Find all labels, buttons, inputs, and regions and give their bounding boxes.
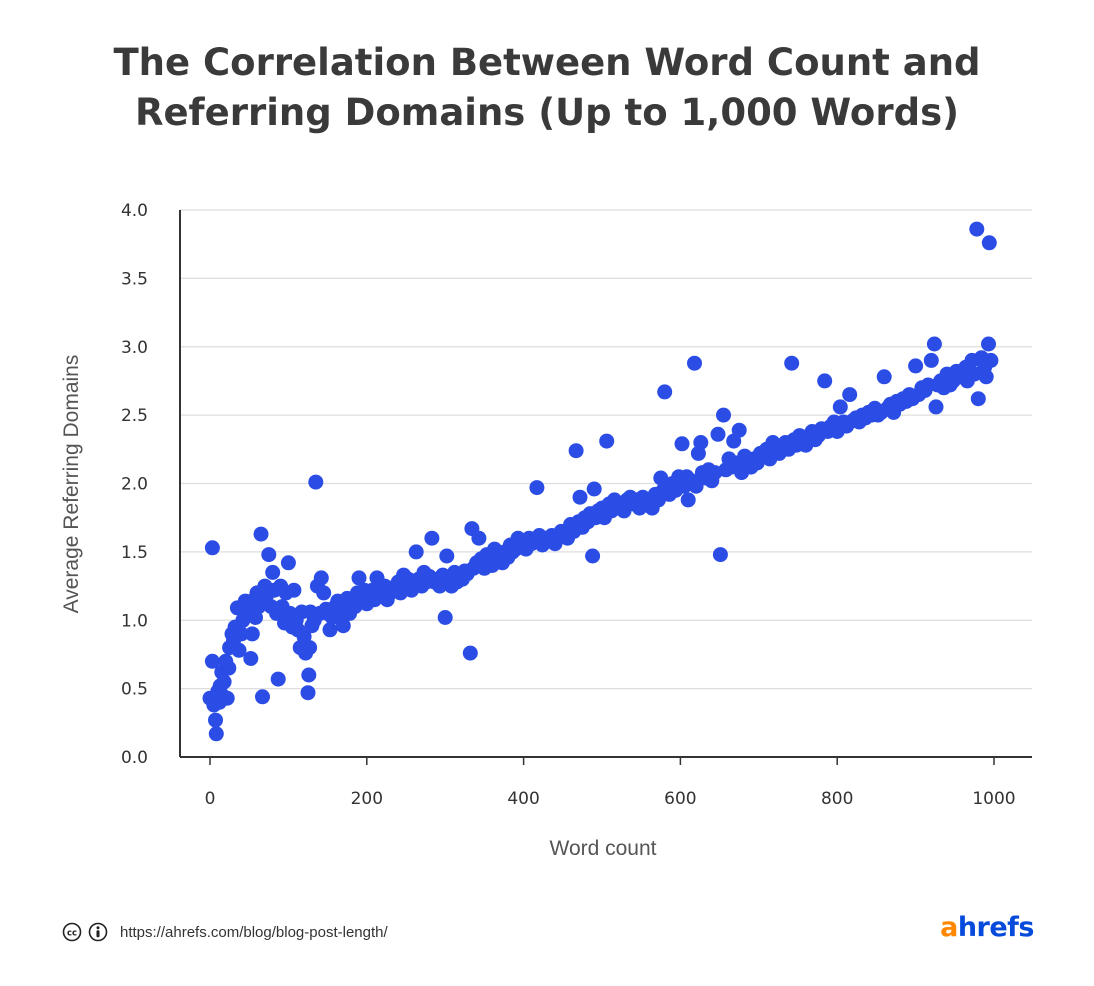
y-axis-ticks: 0.0 0.5 1.0 1.5 2.0 2.5 3.0 3.5 4.0 <box>121 201 148 768</box>
data-point <box>983 352 999 368</box>
y-tick-label: 2.5 <box>121 406 148 426</box>
data-point <box>817 373 833 389</box>
x-tick-label: 200 <box>351 789 383 809</box>
y-tick-label: 3.5 <box>121 269 148 289</box>
y-tick-label: 3.0 <box>121 338 148 358</box>
data-point <box>462 645 478 661</box>
data-point <box>693 435 709 450</box>
data-point <box>439 548 455 564</box>
data-point <box>351 570 367 586</box>
data-point <box>926 336 942 352</box>
data-point <box>876 369 892 385</box>
creative-commons-icon: cc <box>62 922 82 942</box>
data-point <box>219 690 235 706</box>
attribution-icon <box>88 922 108 942</box>
data-point <box>586 481 602 497</box>
x-tick-label: 0 <box>205 789 216 809</box>
x-axis-label: Word count <box>550 837 657 860</box>
data-point <box>322 622 338 638</box>
data-point <box>978 369 994 385</box>
data-point <box>437 610 453 625</box>
data-point <box>842 387 858 403</box>
data-point <box>981 336 996 352</box>
y-tick-label: 0.5 <box>121 680 148 700</box>
data-point <box>572 489 588 505</box>
y-axis-label: Average Referring Domains <box>60 355 83 614</box>
data-point <box>424 530 440 546</box>
footer: cc https://ahrefs.com/blog/blog-post-len… <box>62 918 388 946</box>
data-point <box>231 642 247 658</box>
data-point <box>255 689 270 705</box>
data-point <box>280 555 296 571</box>
data-point <box>308 474 324 490</box>
data-point <box>674 436 690 452</box>
data-point <box>923 352 939 368</box>
data-point <box>243 651 259 666</box>
y-tick-label: 1.5 <box>121 543 148 563</box>
data-point <box>251 599 267 615</box>
chart-title-line-2: Referring Domains (Up to 1,000 Words) <box>134 91 960 134</box>
data-point <box>716 407 731 423</box>
data-point <box>712 547 728 563</box>
x-tick-label: 1000 <box>972 789 1015 809</box>
data-point <box>585 548 601 564</box>
data-point <box>244 626 260 642</box>
data-point <box>265 564 281 580</box>
data-point <box>270 671 286 687</box>
x-axis-ticks: 0 200 400 600 800 1000 <box>205 757 1016 809</box>
y-tick-label: 1.0 <box>121 611 148 631</box>
data-point <box>233 626 249 642</box>
data-point <box>731 422 747 438</box>
data-point <box>286 582 302 598</box>
y-tick-label: 0.0 <box>121 748 148 768</box>
data-point <box>313 570 329 586</box>
data-point <box>969 221 985 237</box>
chart-title: The Correlation Between Word Count and R… <box>0 38 1094 138</box>
data-point <box>216 674 232 690</box>
data-point <box>568 443 584 459</box>
x-tick-label: 800 <box>821 789 853 809</box>
data-point <box>471 530 487 546</box>
ahrefs-logo[interactable]: ahrefs <box>940 912 1034 943</box>
data-point <box>680 492 696 508</box>
data-point <box>204 540 220 556</box>
data-point <box>208 712 223 728</box>
logo-rest: hrefs <box>957 912 1035 943</box>
data-point <box>981 235 997 251</box>
gridlines <box>180 209 1032 690</box>
data-point <box>253 526 269 542</box>
data-points <box>202 221 999 742</box>
data-point <box>316 585 332 601</box>
data-point <box>261 547 277 563</box>
data-point <box>908 358 924 374</box>
data-point <box>208 726 224 742</box>
data-point <box>529 480 545 496</box>
data-point <box>970 391 986 407</box>
y-tick-label: 4.0 <box>121 201 148 221</box>
data-point <box>599 433 615 449</box>
source-link[interactable]: https://ahrefs.com/blog/blog-post-length… <box>120 923 388 941</box>
y-tick-label: 2.0 <box>121 475 148 495</box>
data-point <box>204 653 220 669</box>
data-point <box>784 355 800 371</box>
data-point <box>928 399 944 415</box>
x-tick-label: 600 <box>664 789 696 809</box>
x-tick-label: 400 <box>507 789 539 809</box>
chart-title-line-1: The Correlation Between Word Count and <box>113 41 981 84</box>
data-point <box>687 355 702 371</box>
data-point <box>408 544 424 560</box>
data-point <box>300 685 316 701</box>
data-point <box>710 426 726 442</box>
data-point <box>302 640 318 656</box>
data-point <box>657 384 673 400</box>
svg-text:cc: cc <box>67 929 77 939</box>
data-point <box>335 618 351 634</box>
data-point <box>301 667 317 683</box>
data-point <box>221 660 237 676</box>
logo-first-letter: a <box>940 912 958 943</box>
data-point <box>832 399 848 415</box>
